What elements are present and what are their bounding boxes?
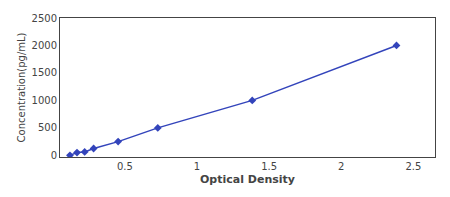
svg-text:0: 0 <box>51 150 57 161</box>
svg-text:500: 500 <box>38 122 57 133</box>
svg-text:1: 1 <box>194 161 200 172</box>
svg-text:Concentration(pg/mL): Concentration(pg/mL) <box>16 32 27 142</box>
svg-text:0.5: 0.5 <box>117 161 133 172</box>
svg-text:2.5: 2.5 <box>405 161 421 172</box>
svg-text:2000: 2000 <box>32 40 57 51</box>
svg-text:1500: 1500 <box>32 67 57 78</box>
svg-text:2500: 2500 <box>32 13 57 24</box>
svg-text:1000: 1000 <box>32 95 57 106</box>
svg-text:2: 2 <box>338 161 344 172</box>
svg-text:1.5: 1.5 <box>261 161 277 172</box>
svg-text:Optical Density: Optical Density <box>200 173 295 186</box>
